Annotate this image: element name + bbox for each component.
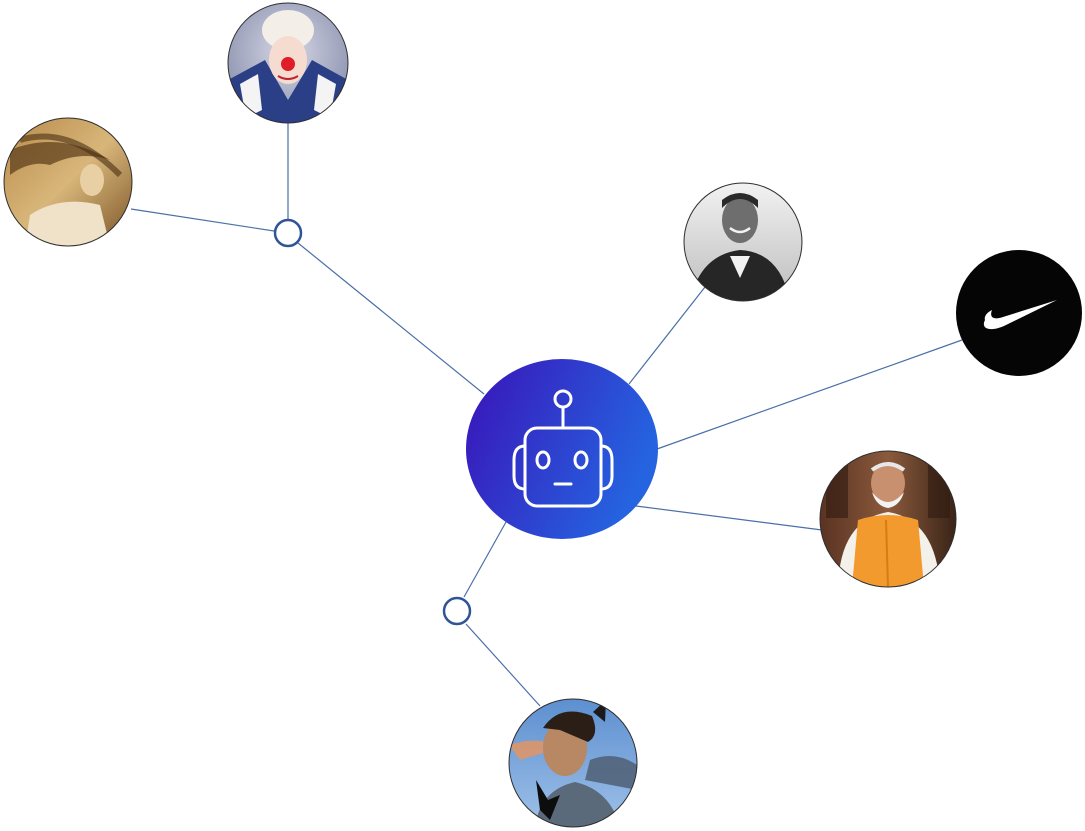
junction-lower[interactable] — [444, 598, 470, 624]
person-photo-icon — [684, 183, 802, 301]
central-ai-bot[interactable] — [466, 359, 658, 539]
avatar-clown-performer[interactable] — [228, 3, 348, 123]
edge-singer-to-junction — [131, 209, 274, 231]
avatar-athlete-profile[interactable] — [509, 699, 637, 827]
avatar-man-orange-vest[interactable] — [820, 451, 956, 587]
person-photo-icon — [4, 118, 132, 246]
edge-junction-to-athlete — [466, 624, 540, 706]
avatar-windblown-singer[interactable] — [4, 118, 132, 246]
person-photo-icon — [820, 451, 956, 587]
avatar-swoosh-brand[interactable] — [956, 250, 1082, 376]
edge-hub-to-swoosh — [657, 340, 962, 449]
person-photo-icon — [228, 3, 348, 123]
junction-upper-left[interactable] — [275, 220, 301, 246]
edge-hub-to-orange-vest — [636, 506, 822, 530]
edge-hub-to-smiling-man — [629, 287, 705, 384]
edge-junction-to-hub — [298, 243, 484, 394]
avatar-smiling-man-bw[interactable] — [684, 183, 802, 301]
edge-hub-to-junction-lower — [464, 522, 506, 597]
person-photo-icon — [509, 699, 637, 827]
